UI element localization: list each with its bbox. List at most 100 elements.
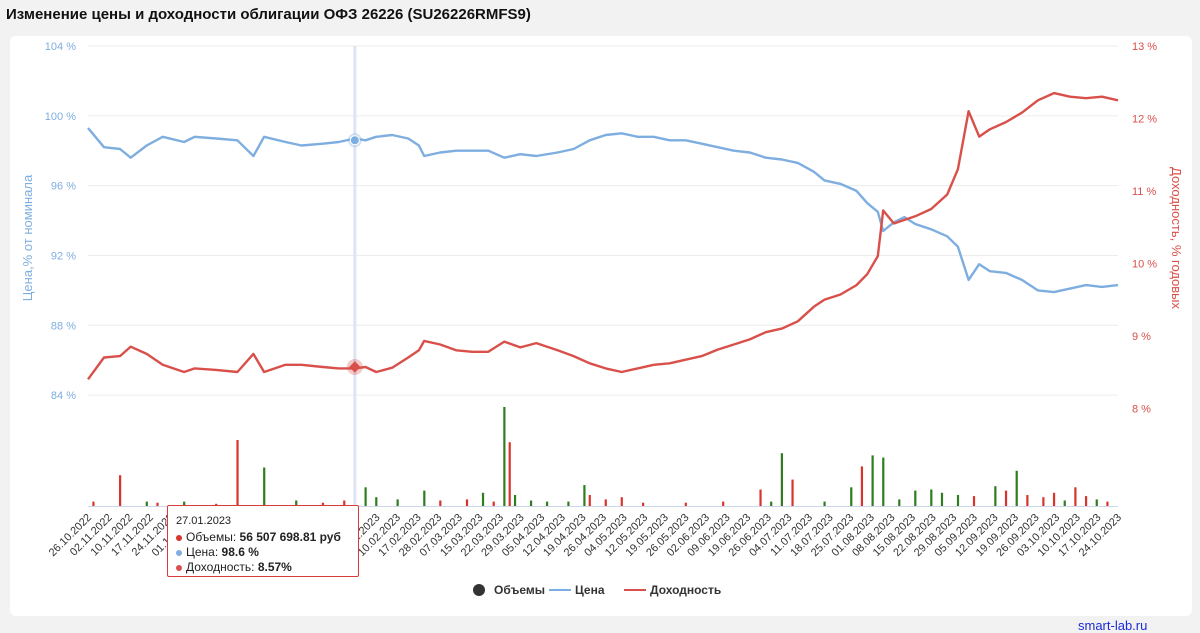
volume-bar xyxy=(321,502,325,506)
right-tick-label: 10 % xyxy=(1132,258,1157,270)
volume-bar xyxy=(1052,492,1056,506)
chart-panel: 84 % 88 % 92 % 96 % 100 % 104 % 8 % 9 % 10 % 11 … xyxy=(10,36,1192,633)
price-series xyxy=(87,127,1119,294)
gridlines xyxy=(88,45,1118,396)
volume-bar xyxy=(994,486,997,506)
volume-bar xyxy=(545,501,549,506)
yield-line xyxy=(87,91,1119,381)
tooltip-yield: Доходность: 8.57% xyxy=(176,560,292,574)
volume-bar xyxy=(1004,490,1008,506)
legend-label: Доходность xyxy=(650,583,721,597)
tooltip-yield-label: Доходность: xyxy=(186,560,255,574)
left-axis-title: Цена,% от номинала xyxy=(20,174,35,301)
right-tick-label: 12 % xyxy=(1132,113,1157,125)
volume-bar xyxy=(823,501,826,506)
volume-bar xyxy=(215,503,218,506)
volume-bar xyxy=(465,499,469,506)
tooltip-price: Цена: 98.6 % xyxy=(176,545,259,559)
volume-bar xyxy=(583,485,586,506)
volume-bar xyxy=(972,496,976,506)
yield-series xyxy=(87,91,1119,381)
volume-bar xyxy=(236,440,239,506)
volume-bar xyxy=(156,502,159,506)
tooltip-price-label: Цена: xyxy=(186,545,219,559)
volume-bar xyxy=(503,407,506,506)
volume-bar xyxy=(898,499,901,506)
yield-marker xyxy=(349,361,361,373)
volume-bar xyxy=(343,500,346,506)
volume-bar xyxy=(620,497,623,506)
volume-bar xyxy=(684,502,687,506)
volume-bar xyxy=(1095,499,1098,506)
left-tick-label: 88 % xyxy=(51,320,76,332)
volume-bar xyxy=(145,501,148,506)
volume-bar xyxy=(375,497,378,506)
volume-bar xyxy=(642,502,645,506)
volume-bar xyxy=(396,499,399,506)
tooltip-price-value: 98.6 % xyxy=(221,545,259,559)
volume-bar xyxy=(722,501,725,506)
left-tick-label: 96 % xyxy=(51,181,76,193)
volume-bar xyxy=(914,490,917,506)
tooltip-yield-value: 8.57% xyxy=(257,560,292,574)
volume-bar xyxy=(1042,497,1045,506)
volume-bar xyxy=(1084,496,1088,506)
volume-bar xyxy=(492,501,495,506)
watermark[interactable]: smart-lab.ru xyxy=(1078,618,1148,633)
volume-bar xyxy=(513,495,517,506)
left-axis-ticks: 84 % 88 % 92 % 96 % 100 % 104 % xyxy=(45,41,76,402)
left-tick-label: 104 % xyxy=(45,41,76,53)
volume-bar xyxy=(850,487,853,506)
yield-dot-icon xyxy=(176,564,182,571)
left-tick-label: 84 % xyxy=(51,390,76,402)
volume-bars xyxy=(88,407,1118,507)
volume-bar xyxy=(860,466,864,506)
volume-bar xyxy=(295,500,298,506)
page-title: Изменение цены и доходности облигации ОФ… xyxy=(6,6,531,23)
volume-bar xyxy=(882,457,885,506)
volume-bar xyxy=(183,501,186,506)
legend[interactable]: Объемы Цена Доходность xyxy=(473,583,721,597)
volume-bar xyxy=(1015,470,1018,506)
legend-label: Цена xyxy=(575,583,605,597)
volume-bar xyxy=(481,492,485,506)
legend-symbol-volume xyxy=(473,584,485,596)
right-tick-label: 9 % xyxy=(1132,331,1151,343)
left-tick-label: 100 % xyxy=(45,111,76,123)
volume-bar xyxy=(439,500,442,506)
volume-bar xyxy=(940,492,944,506)
volume-bar xyxy=(780,453,783,506)
volume-bar xyxy=(263,467,266,506)
right-tick-label: 11 % xyxy=(1132,186,1156,198)
volume-bar xyxy=(588,495,591,506)
volume-bar xyxy=(364,487,367,506)
volume-bar xyxy=(529,500,533,506)
hover-markers xyxy=(346,133,363,375)
right-axis-ticks: 8 % 9 % 10 % 11 % 12 % 13 % xyxy=(1132,41,1157,415)
tooltip-volume-label: Объемы: xyxy=(186,530,237,544)
tooltip-volume-value: 56 507 698.81 руб xyxy=(239,530,341,544)
volume-bar xyxy=(770,501,773,506)
volume-bar xyxy=(423,490,426,506)
volume-bar xyxy=(1063,500,1066,506)
price-marker xyxy=(349,135,360,146)
volume-bar xyxy=(119,475,122,506)
right-tick-label: 13 % xyxy=(1132,41,1157,53)
volume-bar xyxy=(759,489,762,506)
right-axis-title: Доходность, % годовых xyxy=(1169,167,1184,309)
tooltip-date: 27.01.2023 xyxy=(176,515,232,527)
volume-bar xyxy=(956,495,960,506)
price-line xyxy=(87,127,1119,294)
volume-dot-icon xyxy=(176,534,182,541)
volume-bar xyxy=(1026,495,1029,506)
legend-label: Объемы xyxy=(494,583,545,597)
volume-bar xyxy=(1074,487,1077,506)
volume-bar xyxy=(871,455,874,506)
right-tick-label: 8 % xyxy=(1132,403,1151,415)
volume-bar xyxy=(567,501,570,506)
volume-bar xyxy=(604,499,607,506)
price-dot-icon xyxy=(176,549,182,556)
left-tick-label: 92 % xyxy=(51,250,76,262)
tooltip: 27.01.2023 Объемы: 56 507 698.81 руб Цен… xyxy=(167,505,359,577)
volume-bar xyxy=(1106,501,1109,506)
